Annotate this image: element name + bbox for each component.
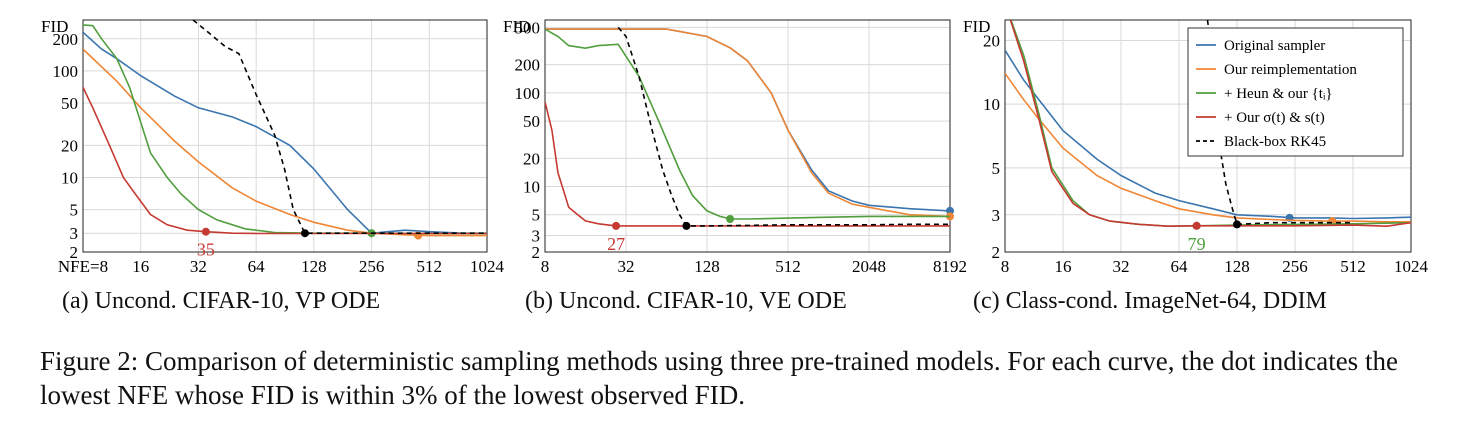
x-tick-label: 16 [1055,257,1072,276]
y-tick-label: 10 [61,168,78,187]
y-tick-label: 100 [515,84,541,103]
y-tick-label: 50 [523,112,540,131]
x-tick-label: 16 [132,257,149,276]
dot-label: 35 [197,240,215,260]
y-tick-label: 10 [983,95,1000,114]
series-dot-oursigma [201,227,210,236]
legend-box [1187,27,1404,157]
x-tick-label: 128 [301,257,327,276]
y-tick-label: 10 [523,178,540,197]
y-tick-label: 2 [532,243,541,262]
series-dot-oursigma [612,221,621,230]
x-tick-label: 128 [1224,257,1250,276]
legend-entry: + Our σ(t) & s(t) [1224,110,1325,126]
series-line-oursigma [545,101,950,227]
y-axis-label: FID [963,17,990,36]
x-tick-label: 64 [1171,257,1189,276]
x-tick-label: 128 [694,257,720,276]
y-tick-label: 3 [532,227,541,246]
x-tick-label: NFE=8 [58,257,108,276]
series-dot-rk45 [682,221,691,230]
x-tick-label: 512 [775,257,801,276]
x-tick-label: 256 [1282,257,1308,276]
y-tick-label: 500 [515,18,541,37]
series-dot-heun [726,215,735,224]
caption-panel-b: (b) Uncond. CIFAR-10, VE ODE [525,288,847,314]
y-tick-label: 2 [992,243,1001,262]
x-tick-label: 32 [618,257,635,276]
figure-charts: NFE=8 16 32 64 128 256 512 1024235102050100200F… [41,17,1429,276]
y-tick-label: 20 [61,136,78,155]
y-tick-label: 20 [523,149,540,168]
series-line-reimpl [1005,72,1411,223]
dot-label: 27 [607,234,625,254]
y-tick-label: 3 [70,224,79,243]
series-line-oursigma [1009,20,1411,228]
series-line-oursigma [83,87,487,235]
y-tick-label: 50 [61,94,78,113]
x-tick-label: 512 [417,257,443,276]
x-tick-label: 512 [1340,257,1366,276]
y-axis-label: FID [41,17,68,36]
caption-panel-c: (c) Class-cond. ImageNet-64, DDIM [973,288,1327,314]
legend-entry: Original sampler [1224,38,1325,54]
x-tick-label: 32 [1113,257,1130,276]
legend-entry: Our reimplementation [1224,62,1357,78]
caption-panel-a: (a) Uncond. CIFAR-10, VP ODE [62,288,381,314]
x-tick-label: 256 [359,257,385,276]
series-line-heun [83,24,487,235]
x-tick-label: 2048 [852,257,886,276]
y-tick-label: 200 [53,30,79,49]
series-line-original [83,31,487,235]
figure-caption: Figure 2: Comparison of deterministic sa… [40,346,1398,410]
series-line-reimpl [545,28,950,218]
series-line-heun [545,28,950,220]
y-tick-label: 3 [992,206,1001,225]
series-line-original [545,28,950,212]
series-dot-oursigma [1192,221,1201,230]
dot-label: 79 [1188,234,1206,254]
series-dot-rk45 [1233,220,1241,229]
x-tick-label: 8192 [933,257,967,276]
y-tick-label: 200 [515,56,541,75]
y-tick-label: 2 [70,243,79,262]
y-tick-label: 5 [992,159,1001,178]
plot-frame [82,19,488,253]
x-tick-label: 8 [541,257,550,276]
legend-entry: + Heun & our {tᵢ} [1224,86,1333,102]
x-tick-label: 32 [190,257,207,276]
y-tick-label: 100 [53,62,79,81]
series-line-original [1005,49,1411,220]
y-tick-label: 5 [532,206,541,225]
x-tick-label: 8 [1001,257,1010,276]
x-tick-label: 64 [248,257,266,276]
series-dot-rk45 [300,229,309,238]
legend-entry: Black-box RK45 [1224,134,1326,150]
y-axis-label: FID [503,17,530,36]
y-tick-label: 20 [983,31,1000,50]
series-dot-original [946,206,954,215]
y-tick-label: 5 [70,201,79,220]
series-line-rk45 [192,20,487,234]
series-line-rk45 [617,26,950,227]
x-tick-label: 1024 [1394,257,1429,276]
plot-frame [544,19,951,253]
x-tick-label: 1024 [470,257,505,276]
